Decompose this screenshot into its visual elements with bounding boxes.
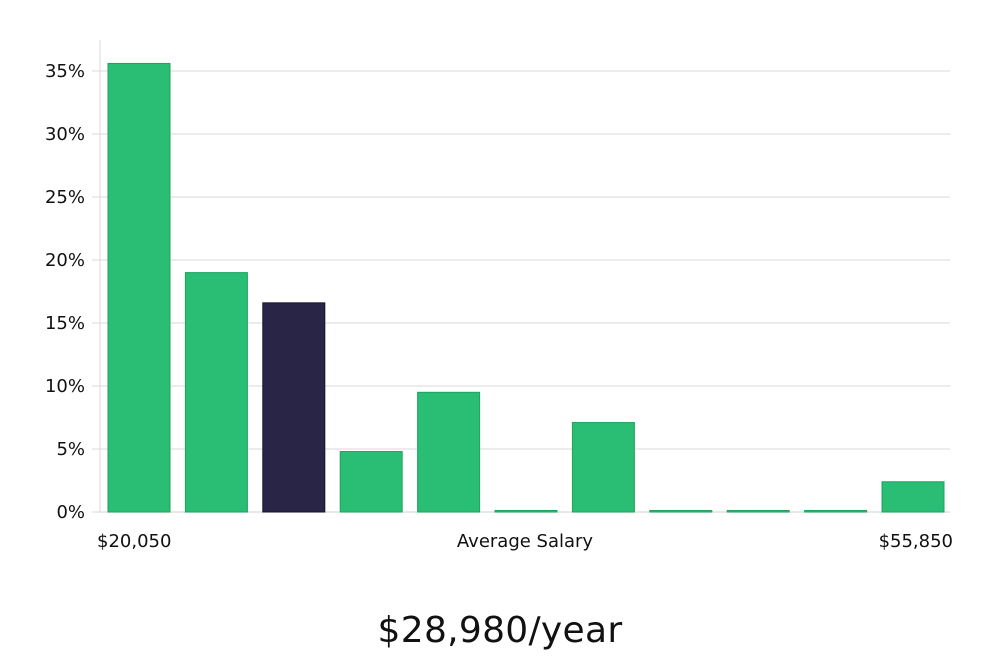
salary-bar [184, 272, 248, 513]
salary-bar [881, 481, 945, 513]
salary-histogram-chart: 0% 5% 10% 15% 20% 25% 30% 35% $20,050 Average Sal… [45, 39, 953, 552]
x-min-label: $20,050 [97, 531, 171, 552]
salary-bar [726, 510, 790, 513]
y-tick-label: 35% [45, 61, 85, 82]
salary-bar [571, 422, 635, 513]
highlighted-salary-bar [262, 302, 326, 513]
y-tick-label: 30% [45, 124, 85, 145]
y-tick-label: 20% [45, 250, 85, 271]
x-axis-label: Average Salary [457, 531, 594, 552]
y-tick-label: 0% [56, 502, 85, 523]
salary-bar [339, 451, 403, 513]
salary-bar [107, 62, 171, 513]
y-tick-label: 10% [45, 376, 85, 397]
salary-bar [494, 510, 558, 513]
average-salary-value: $28,980/year [377, 610, 623, 651]
salary-bar [649, 510, 713, 513]
x-max-label: $55,850 [879, 531, 953, 552]
y-tick-label: 15% [45, 313, 85, 334]
y-tick-label: 5% [56, 439, 85, 460]
salary-bar [417, 391, 481, 513]
salary-bar [804, 510, 868, 513]
y-tick-label: 25% [45, 187, 85, 208]
